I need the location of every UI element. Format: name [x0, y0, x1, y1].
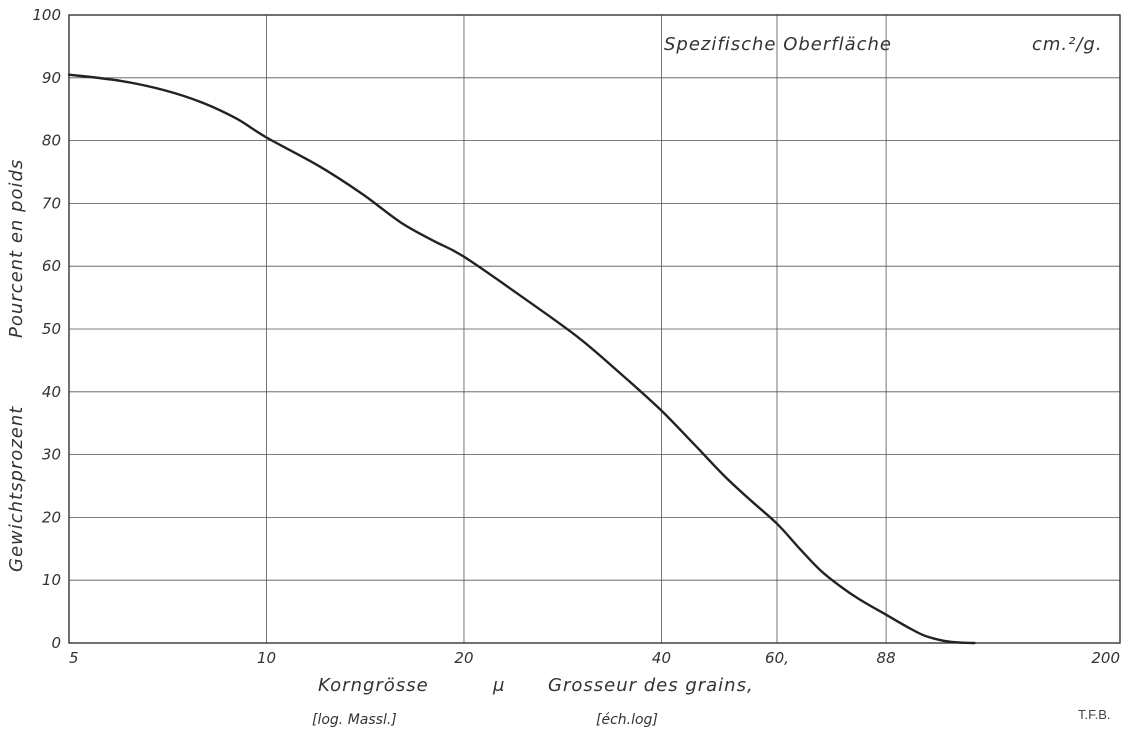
- y-tick-label: 70: [42, 194, 61, 212]
- y-tick-label: 40: [42, 383, 61, 401]
- y-axis-label-french: Pourcent en poids: [6, 159, 27, 338]
- series-line: [67, 73, 976, 645]
- x-tick-label: 40: [652, 649, 671, 667]
- x-axis-unit: μ: [492, 675, 505, 696]
- x-axis-note-french: [éch.log]: [596, 712, 658, 728]
- chart-title-unit: cm.²/g.: [1032, 34, 1103, 55]
- y-tick-label: 90: [42, 69, 61, 87]
- y-tick-label: 10: [42, 571, 61, 589]
- x-tick-label: 88: [877, 649, 896, 667]
- chart-marks: 0 10 20 30 40 50 60 70 80 90 100 5 10 20 40 60, 88 200: [32, 6, 1120, 667]
- y-tick-label: 50: [42, 320, 61, 338]
- chart-title: Spezifische Oberfläche: [664, 34, 892, 55]
- x-tick-label: 5: [69, 649, 79, 667]
- y-tick-label: 30: [42, 446, 61, 464]
- x-tick-label: 10: [257, 649, 276, 667]
- x-axis-label-french: Grosseur des grains,: [548, 675, 754, 696]
- x-tick-label: 20: [454, 649, 473, 667]
- y-tick-label: 80: [42, 132, 61, 150]
- y-axis-label-german: Gewichtsprozent: [6, 406, 27, 572]
- y-tick-label: 0: [51, 634, 61, 652]
- y-tick-label: 60: [42, 257, 61, 275]
- x-tick-label: 200: [1091, 649, 1120, 667]
- x-tick-label: 60,: [765, 649, 789, 667]
- plot-frame: [68, 14, 1121, 644]
- y-tick-label: 20: [42, 508, 61, 526]
- grid-lines: [69, 15, 1120, 643]
- x-axis-note-german: [log. Massl.]: [312, 712, 397, 728]
- y-tick-label: 100: [32, 6, 61, 24]
- credit-initials: T.F.B.: [1078, 707, 1111, 722]
- x-axis-label: Korngrösse: [318, 675, 429, 696]
